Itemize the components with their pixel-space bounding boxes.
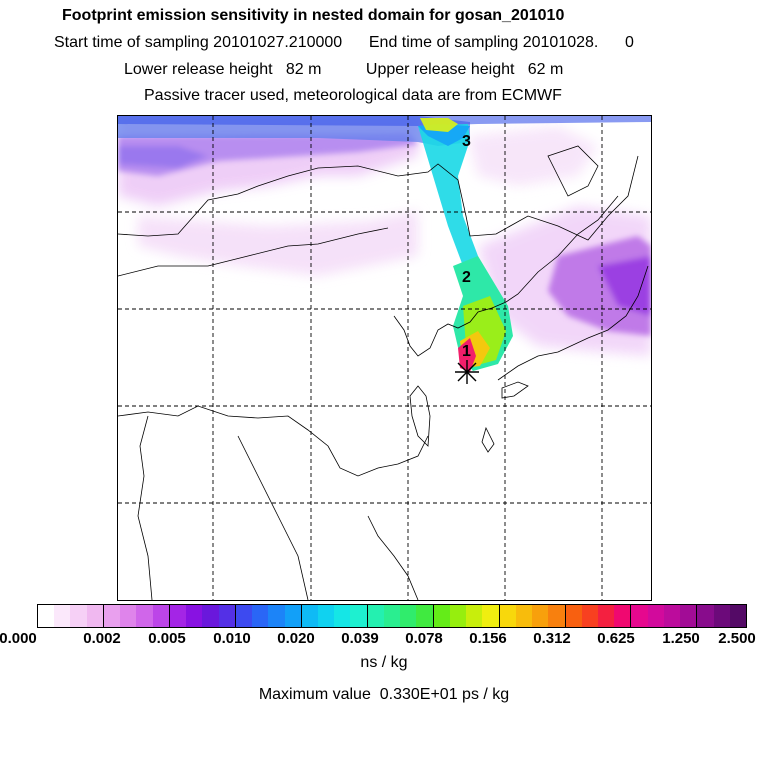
tracer-info-line: Passive tracer used, meteorological data…: [144, 87, 562, 104]
coastlines: [118, 145, 649, 600]
maximum-value-label: Maximum value 0.330E+01 ps / kg: [258, 686, 510, 703]
colorbar-swatch: [70, 605, 87, 627]
graticule: [118, 116, 651, 600]
colorbar-swatch: [120, 605, 137, 627]
station-icon: [455, 360, 479, 384]
colorbar-swatch: [466, 605, 483, 627]
colorbar-swatch: [383, 605, 401, 627]
colorbar-swatch: [532, 605, 549, 627]
colorbar-tick: 0.312: [533, 630, 571, 647]
colorbar-swatch: [350, 605, 367, 627]
colorbar-swatch: [284, 605, 301, 627]
colorbar-swatch: [152, 605, 169, 627]
trajectory-marker-1: 1: [462, 343, 471, 360]
colorbar-swatch: [54, 605, 71, 627]
colorbar-swatch: [186, 605, 203, 627]
colorbar-tick: 0.039: [341, 630, 379, 647]
colorbar-swatch: [317, 605, 335, 627]
sensitivity-medium-areas: [118, 134, 651, 336]
trajectory-marker-2: 2: [462, 269, 471, 286]
colorbar-swatch: [482, 605, 499, 627]
colorbar-swatch: [630, 605, 648, 627]
release-height-line: Lower release height 82 m Upper release …: [124, 61, 564, 78]
colorbar-swatch: [202, 605, 219, 627]
colorbar-tick: 0.156: [469, 630, 507, 647]
colorbar-swatch: [416, 605, 433, 627]
colorbar-swatch: [86, 605, 103, 627]
colorbar-swatch: [713, 605, 730, 627]
colorbar-swatch: [548, 605, 565, 627]
colorbar-swatch: [663, 605, 681, 627]
colorbar-tick: 0.010: [213, 630, 251, 647]
colorbar-swatch: [498, 605, 516, 627]
map-canvas: 3 2 1: [118, 116, 651, 600]
colorbar-swatch: [218, 605, 235, 627]
colorbar-swatch: [38, 605, 55, 627]
colorbar-swatch: [680, 605, 697, 627]
colorbar-swatch: [366, 605, 384, 627]
colorbar-swatch: [564, 605, 582, 627]
plot-title: Footprint emission sensitivity in nested…: [62, 7, 565, 24]
colorbar-swatch: [449, 605, 467, 627]
colorbar-swatch: [515, 605, 533, 627]
plume: [118, 116, 651, 372]
colorbar-tick: 0.005: [148, 630, 186, 647]
colorbar-swatch: [102, 605, 121, 627]
colorbar-swatch: [168, 605, 187, 627]
colorbar-tick: 0.002: [83, 630, 121, 647]
colorbar-swatch: [597, 605, 615, 627]
colorbar-tick: 0.020: [277, 630, 315, 647]
colorbar-swatch: [581, 605, 598, 627]
colorbar-swatch: [647, 605, 664, 627]
colorbar-tick: 2.500: [718, 630, 756, 647]
colorbar-swatch: [729, 605, 747, 627]
colorbar-swatch: [234, 605, 253, 627]
colorbar-swatch: [268, 605, 285, 627]
colorbar-swatch: [400, 605, 417, 627]
colorbar-swatch: [432, 605, 450, 627]
colorbar-swatch: [614, 605, 631, 627]
sampling-time-line: Start time of sampling 20101027.210000 E…: [54, 34, 634, 51]
colorbar: [37, 604, 747, 628]
footprint-map: 3 2 1: [117, 115, 652, 601]
colorbar-tick: 1.250: [662, 630, 700, 647]
colorbar-tick: 0.000: [0, 630, 37, 647]
colorbar-units: ns / kg: [360, 654, 408, 671]
colorbar-tick: 0.625: [597, 630, 635, 647]
colorbar-swatch: [696, 605, 714, 627]
colorbar-swatch: [334, 605, 351, 627]
colorbar-swatch: [252, 605, 269, 627]
trajectory-marker-3: 3: [462, 133, 471, 150]
colorbar-swatch: [136, 605, 153, 627]
colorbar-tick: 0.078: [405, 630, 443, 647]
colorbar-swatch: [300, 605, 318, 627]
